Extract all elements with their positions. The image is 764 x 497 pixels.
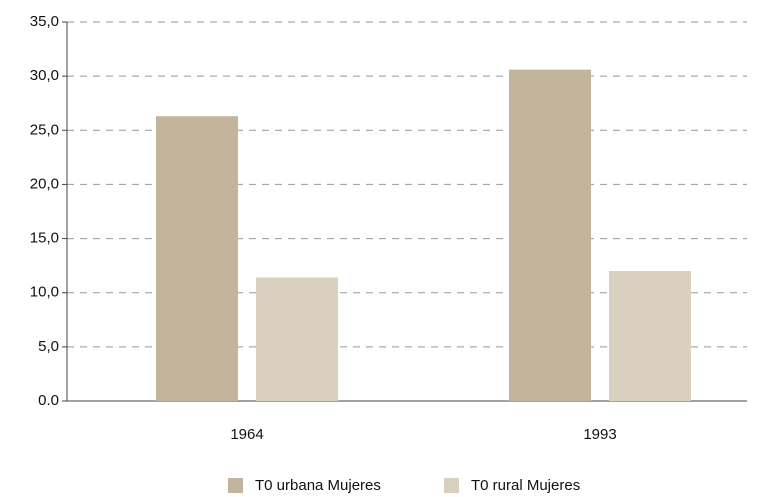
bar — [156, 116, 238, 402]
y-tick-label: 15,0 — [30, 230, 59, 247]
bar — [256, 277, 338, 401]
legend-label: T0 rural Mujeres — [471, 477, 580, 494]
legend-swatch — [444, 478, 459, 493]
y-tick-label: 30,0 — [30, 67, 59, 84]
bar — [609, 271, 691, 401]
y-tick-label: 10,0 — [30, 284, 59, 301]
y-tick-label: 5,0 — [38, 338, 59, 355]
legend-swatch — [228, 478, 243, 493]
y-tick-label: 25,0 — [30, 121, 59, 138]
y-tick-label: 35,0 — [30, 13, 59, 30]
x-tick-label: 1993 — [583, 426, 616, 443]
legend-label: T0 urbana Mujeres — [255, 477, 381, 494]
x-tick-label: 1964 — [230, 426, 263, 443]
bar — [509, 69, 591, 401]
y-tick-label: 20,0 — [30, 175, 59, 192]
y-tick-label: 0.0 — [38, 392, 59, 409]
